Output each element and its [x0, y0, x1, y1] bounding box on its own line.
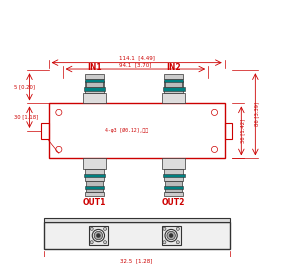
Text: 86 [3.39]: 86 [3.39]	[254, 102, 259, 126]
Bar	[86, 77, 103, 87]
Bar	[84, 174, 105, 177]
Text: 114.1  [4.49]: 114.1 [4.49]	[119, 56, 155, 61]
Circle shape	[104, 227, 106, 230]
Bar	[164, 186, 183, 189]
Bar	[85, 186, 104, 189]
Bar	[162, 93, 185, 103]
Text: 5 [0.20]: 5 [0.20]	[14, 84, 35, 89]
Circle shape	[169, 234, 173, 237]
Bar	[166, 77, 182, 87]
Text: 36 [1.42]: 36 [1.42]	[240, 119, 245, 143]
Bar	[84, 87, 105, 91]
Bar	[41, 123, 49, 139]
Bar	[83, 158, 106, 168]
Bar	[86, 181, 103, 191]
Bar	[89, 226, 108, 245]
Bar	[85, 191, 104, 196]
Circle shape	[104, 241, 106, 244]
Bar	[44, 218, 230, 222]
Bar	[85, 79, 104, 82]
Bar	[164, 74, 183, 79]
Circle shape	[167, 231, 175, 240]
Bar	[83, 93, 106, 103]
Circle shape	[163, 241, 166, 244]
Bar	[49, 103, 225, 158]
Text: 30 [1.18]: 30 [1.18]	[14, 115, 38, 120]
Text: IN1: IN1	[87, 63, 102, 72]
Circle shape	[163, 227, 166, 230]
Bar	[44, 222, 230, 249]
Circle shape	[176, 227, 179, 230]
Bar	[162, 226, 181, 245]
Circle shape	[90, 227, 93, 230]
Bar	[163, 174, 185, 177]
Bar	[163, 87, 185, 91]
Bar	[162, 158, 185, 168]
Bar	[85, 168, 104, 181]
Text: 4-φ3 [Ø0.12],速孔: 4-φ3 [Ø0.12],速孔	[105, 128, 148, 134]
Bar	[164, 79, 183, 82]
Text: 32.5  [1.28]: 32.5 [1.28]	[121, 258, 153, 263]
Bar	[85, 74, 104, 79]
Text: OUT1: OUT1	[83, 198, 106, 207]
Bar	[164, 191, 183, 196]
Circle shape	[176, 241, 179, 244]
Bar	[166, 181, 182, 191]
Bar	[164, 81, 183, 93]
Circle shape	[90, 241, 93, 244]
Bar	[164, 168, 183, 181]
Text: IN2: IN2	[166, 63, 181, 72]
Circle shape	[96, 234, 100, 237]
Circle shape	[94, 231, 103, 240]
Bar	[225, 123, 232, 139]
Text: 94.1  [3.70]: 94.1 [3.70]	[119, 62, 151, 67]
Bar	[85, 81, 104, 93]
Text: OUT2: OUT2	[162, 198, 185, 207]
